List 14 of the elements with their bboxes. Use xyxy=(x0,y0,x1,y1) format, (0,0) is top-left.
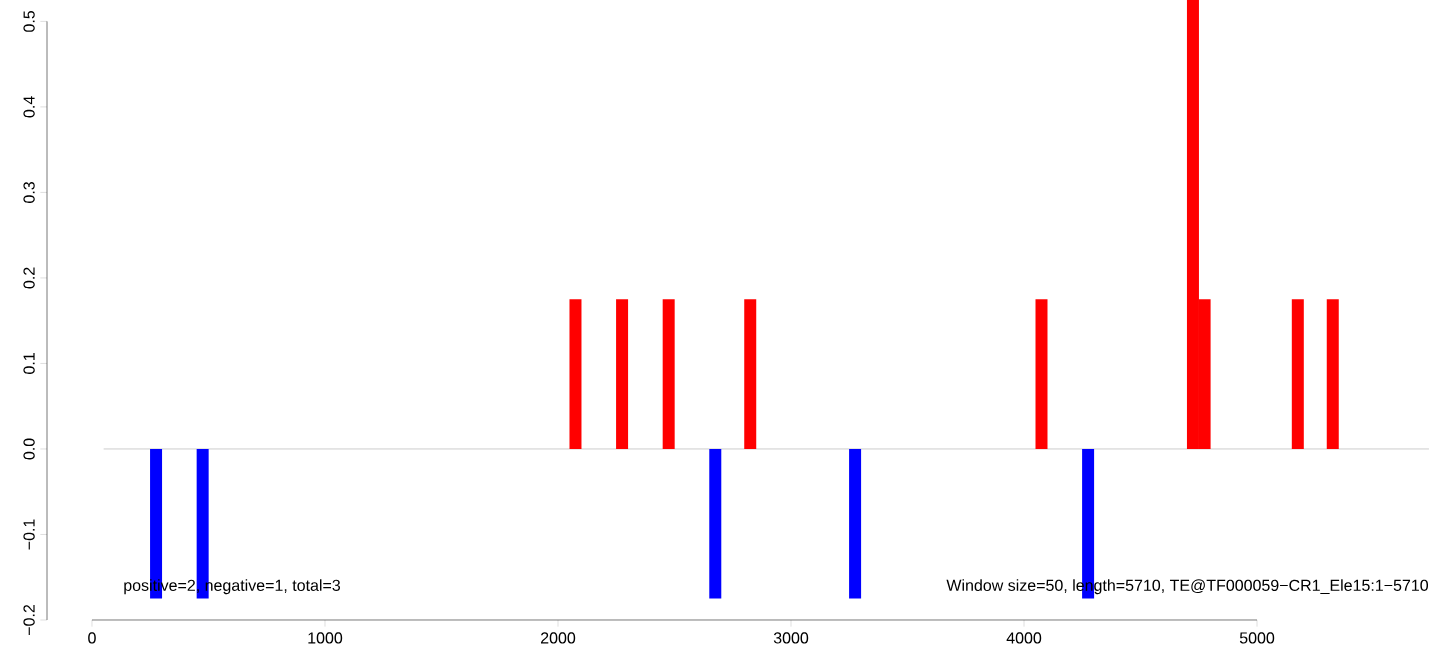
y-tick-label: −0.2 xyxy=(23,605,35,635)
y-tick-label: 0.0 xyxy=(23,438,35,460)
y-tick-label: 0.5 xyxy=(23,10,35,32)
x-tick-label: 3000 xyxy=(773,632,809,644)
x-tick-label: 4000 xyxy=(1006,632,1042,644)
x-tick-label: 0 xyxy=(88,632,96,644)
y-tick-label: 0.2 xyxy=(23,267,35,289)
y-tick-label: 0.3 xyxy=(23,181,35,203)
y-tick-label: 0.1 xyxy=(23,353,35,374)
x-tick-label: 1000 xyxy=(308,632,343,644)
y-tick-label: −0.1 xyxy=(23,519,35,550)
x-tick-label: 2000 xyxy=(541,632,576,644)
y-tick-label: 0.4 xyxy=(23,96,35,118)
x-tick-label: 5000 xyxy=(1239,632,1275,644)
